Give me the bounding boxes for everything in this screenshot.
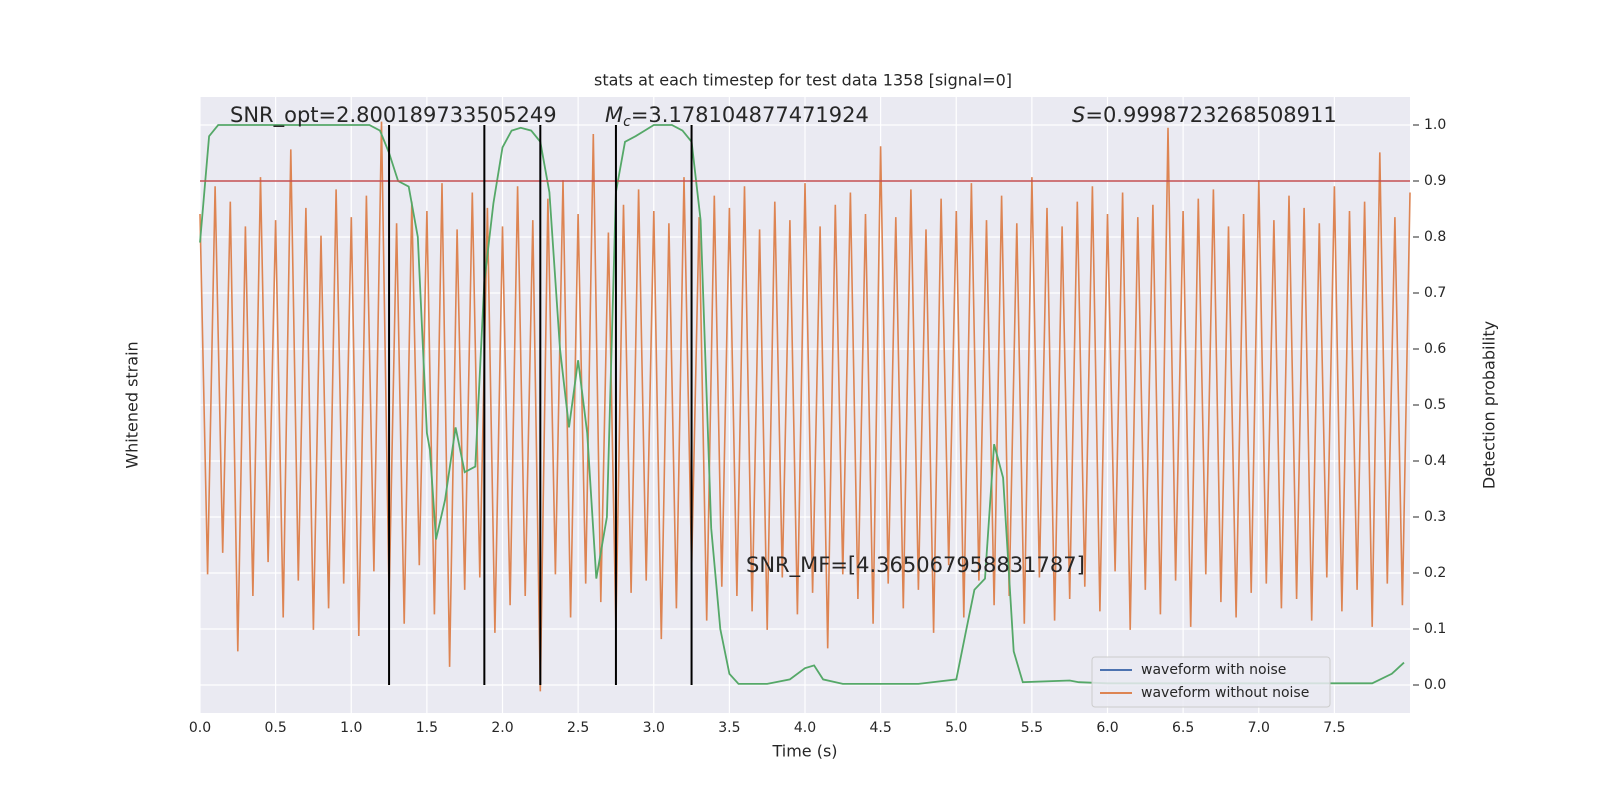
annotation-value: =0.9998723268508911 xyxy=(1085,103,1336,127)
y2-tick-label: 0.6 xyxy=(1424,341,1446,357)
annotation-subscript: c xyxy=(623,114,631,130)
annotation: Mc=3.178104877471924 xyxy=(605,103,869,130)
annotation: SNR_MF=[4.365067958831787] xyxy=(746,553,1085,578)
y2-tick-label: 0.7 xyxy=(1424,285,1446,301)
x-tick-label: 4.0 xyxy=(794,720,816,736)
y2-tick-label: 0.4 xyxy=(1424,453,1446,469)
x-tick-label: 2.0 xyxy=(491,720,513,736)
series-line xyxy=(199,124,1405,685)
x-tick-label: 4.5 xyxy=(869,720,891,736)
y2-tick-label: 1.0 xyxy=(1424,117,1446,133)
legend-label: waveform with noise xyxy=(1141,662,1286,678)
annotation: S=0.9998723268508911 xyxy=(1072,103,1337,127)
y2-tick-label: 0.9 xyxy=(1424,173,1446,189)
x-tick-label: 6.5 xyxy=(1172,720,1194,736)
annotation-value: =3.178104877471924 xyxy=(631,103,869,127)
y2-tick-label: 0.2 xyxy=(1424,565,1446,581)
annotation: SNR_opt=2.800189733505249 xyxy=(230,103,557,128)
y2-tick-label: 0.1 xyxy=(1424,621,1446,637)
marks xyxy=(199,121,1411,692)
y2-tick-label: 0.3 xyxy=(1424,509,1446,525)
x-tick-label: 0.5 xyxy=(264,720,286,736)
x-tick-label: 2.5 xyxy=(567,720,589,736)
x-tick-label: 6.0 xyxy=(1096,720,1118,736)
y2-axis-label: Detection probability xyxy=(1480,321,1499,489)
y2-tick-label: 0.5 xyxy=(1424,397,1446,413)
annotation-symbol: M xyxy=(605,103,623,127)
x-tick-label: 5.0 xyxy=(945,720,967,736)
x-tick-label: 5.5 xyxy=(1021,720,1043,736)
x-tick-label: 0.0 xyxy=(189,720,211,736)
annotation-symbol: S xyxy=(1072,103,1085,127)
x-tick-label: 1.5 xyxy=(416,720,438,736)
x-tick-label: 3.0 xyxy=(643,720,665,736)
legend: waveform with noise waveform without nois… xyxy=(1091,656,1331,708)
x-axis-label: Time (s) xyxy=(771,742,837,761)
series-line xyxy=(199,121,1411,692)
x-tick-label: 7.5 xyxy=(1323,720,1345,736)
legend-box xyxy=(1091,656,1331,708)
x-tick-label: 1.0 xyxy=(340,720,362,736)
legend-label: waveform without noise xyxy=(1141,685,1309,701)
x-tick-label: 7.0 xyxy=(1248,720,1270,736)
annotations: SNR_opt=2.800189733505249 Mc=3.178104877… xyxy=(230,103,1337,578)
y2-tick-label: 0.8 xyxy=(1424,229,1446,245)
chart-title: stats at each timestep for test data 135… xyxy=(594,71,1012,90)
y2-tick-label: 0.0 xyxy=(1424,677,1446,693)
x-tick-label: 3.5 xyxy=(718,720,740,736)
y-axis-label: Whitened strain xyxy=(123,341,142,468)
